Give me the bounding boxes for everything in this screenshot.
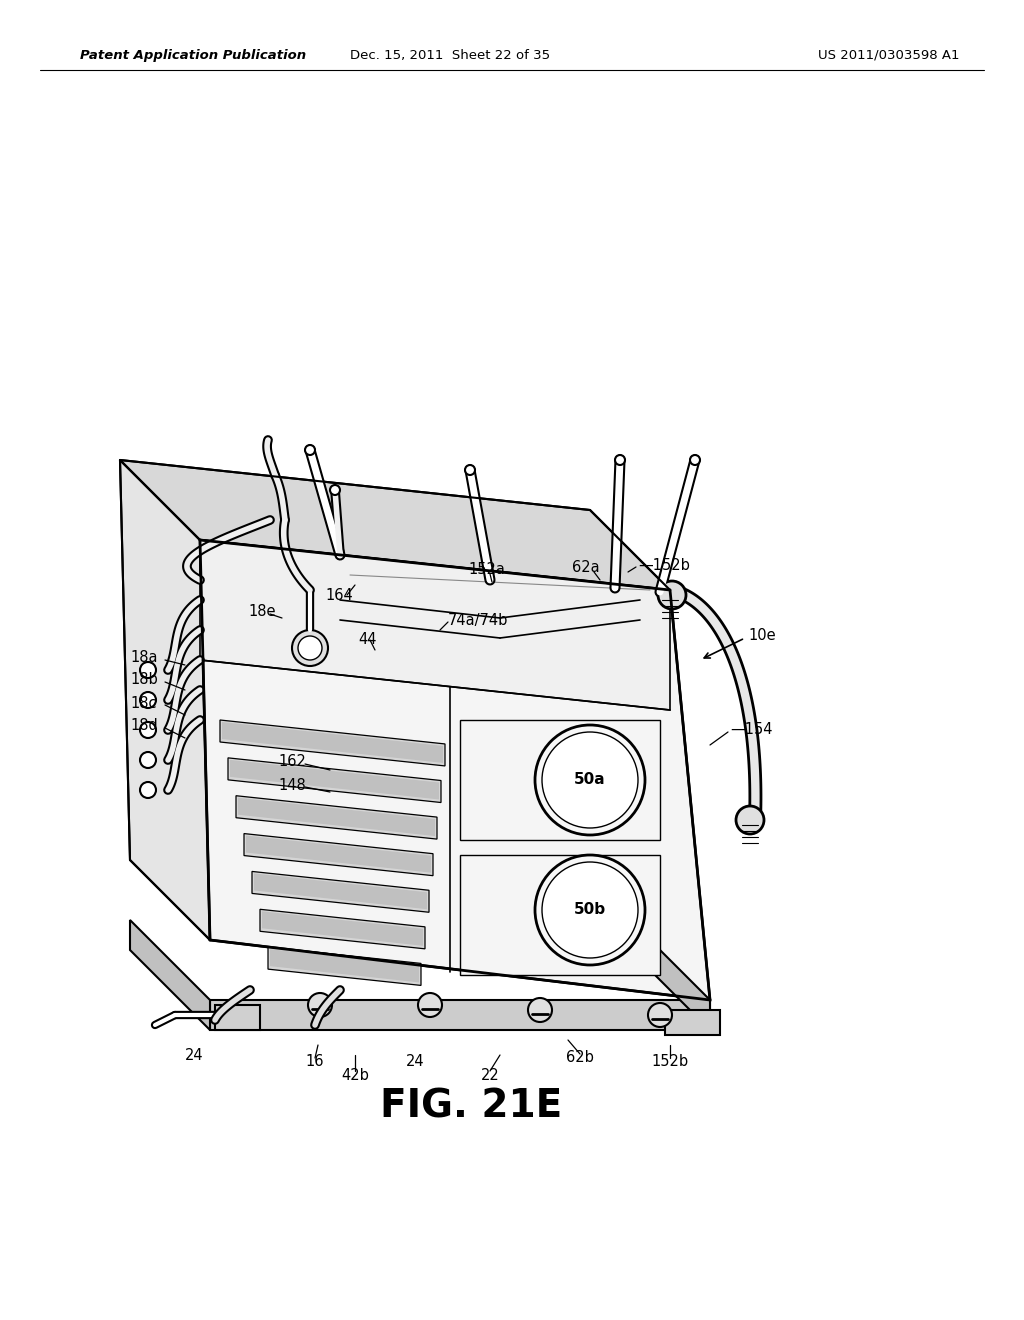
Polygon shape [665,1010,720,1035]
Text: 18b: 18b [130,672,158,688]
Text: —152b: —152b [638,557,690,573]
Polygon shape [262,911,423,946]
Text: 74a/74b: 74a/74b [449,612,508,627]
Circle shape [690,455,700,465]
Text: 24: 24 [184,1048,204,1063]
Polygon shape [238,797,435,836]
Circle shape [615,455,625,465]
Circle shape [140,692,156,708]
Text: 18c: 18c [130,696,157,710]
Polygon shape [236,796,437,840]
Circle shape [535,855,645,965]
Text: 164: 164 [325,587,352,602]
Text: 162: 162 [278,755,306,770]
Bar [460,855,660,975]
Text: 42b: 42b [341,1068,369,1082]
Polygon shape [120,459,210,940]
Circle shape [658,581,686,609]
Text: 18a: 18a [130,651,158,665]
Polygon shape [252,871,429,912]
Polygon shape [210,1001,710,1030]
Circle shape [140,752,156,768]
Circle shape [140,781,156,799]
Circle shape [736,807,764,834]
Polygon shape [228,758,441,803]
Circle shape [292,630,328,667]
Text: 44: 44 [358,632,377,648]
Text: Dec. 15, 2011  Sheet 22 of 35: Dec. 15, 2011 Sheet 22 of 35 [350,49,550,62]
Text: 50a: 50a [574,772,606,788]
Circle shape [305,445,315,455]
Circle shape [542,733,638,828]
Polygon shape [200,540,710,1001]
Polygon shape [200,540,670,710]
Polygon shape [215,1005,260,1030]
Polygon shape [230,760,439,800]
Text: FIG. 21E: FIG. 21E [380,1088,562,1125]
Text: Patent Application Publication: Patent Application Publication [80,49,306,62]
Polygon shape [246,836,431,873]
Bar [460,719,660,840]
Polygon shape [244,833,433,875]
Text: 62a: 62a [572,561,600,576]
Text: —154: —154 [730,722,772,738]
Polygon shape [254,874,427,909]
Circle shape [330,484,340,495]
Polygon shape [222,722,443,763]
Polygon shape [130,920,210,1030]
Circle shape [140,663,156,678]
Circle shape [140,722,156,738]
Circle shape [528,998,552,1022]
Polygon shape [260,909,425,949]
Circle shape [648,1003,672,1027]
Text: 16: 16 [306,1055,325,1069]
Circle shape [542,862,638,958]
Polygon shape [630,920,710,1030]
Text: 152a: 152a [468,562,505,578]
Circle shape [308,993,332,1016]
Circle shape [535,725,645,836]
Text: 10e: 10e [748,627,775,643]
Circle shape [465,465,475,475]
Polygon shape [270,949,419,982]
Polygon shape [220,719,445,766]
Circle shape [418,993,442,1016]
Text: 18d: 18d [130,718,158,734]
Text: 24: 24 [406,1055,424,1069]
Text: 62b: 62b [566,1051,594,1065]
Text: 152b: 152b [651,1055,688,1069]
Text: 18e: 18e [248,605,275,619]
Text: US 2011/0303598 A1: US 2011/0303598 A1 [818,49,961,62]
Polygon shape [120,459,670,590]
Circle shape [298,636,322,660]
Polygon shape [268,948,421,986]
Text: 50b: 50b [573,903,606,917]
Text: 148: 148 [278,777,306,792]
Text: 22: 22 [480,1068,500,1082]
